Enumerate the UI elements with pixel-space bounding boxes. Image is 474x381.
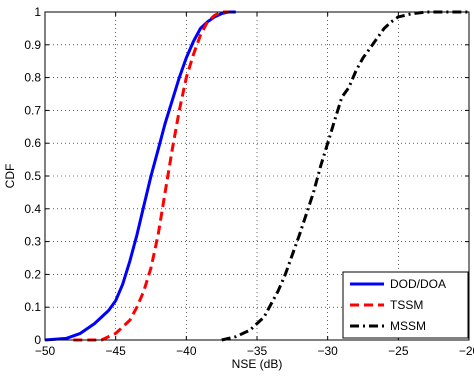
y-tick-label: 0.7 — [24, 103, 41, 117]
x-tick-label: −35 — [247, 344, 268, 358]
y-tick-label: 0.2 — [24, 267, 41, 281]
x-tick-label: −30 — [317, 344, 338, 358]
series-line-mssm — [221, 10, 469, 342]
legend-label-tssm: TSSM — [390, 298, 423, 312]
x-axis-label: NSE (dB) — [232, 357, 283, 371]
series-line-dod-doa — [44, 10, 236, 342]
y-axis-label: CDF — [3, 164, 17, 189]
y-tick-label: 0.4 — [24, 202, 41, 216]
series-line-tssm — [73, 10, 229, 342]
x-tick-label: −50 — [35, 344, 56, 358]
x-tick-label: −45 — [105, 344, 126, 358]
y-tick-label: 0.9 — [24, 38, 41, 52]
axis-ticks: −50 −45 −40 −35 −30 −25 −20 0 0.1 0.2 0.3 0.4 0.5 0.6… — [24, 5, 474, 358]
y-tick-label: 1 — [34, 5, 41, 19]
x-tick-label: −25 — [388, 344, 409, 358]
y-tick-label: 0.1 — [24, 300, 41, 314]
y-tick-label: 0.5 — [24, 169, 41, 183]
y-tick-label: 0.6 — [24, 136, 41, 150]
legend-label-dod-doa: DOD/DOA — [390, 277, 446, 291]
x-tick-label: −20 — [459, 344, 474, 358]
series-lines — [44, 10, 469, 342]
y-tick-label: 0 — [34, 333, 41, 347]
grid-lines — [45, 12, 469, 340]
y-tick-label: 0.3 — [24, 235, 41, 249]
legend: DOD/DOA TSSM MSSM — [342, 271, 469, 339]
y-tick-label: 0.8 — [24, 71, 41, 85]
x-tick-label: −40 — [176, 344, 197, 358]
legend-label-mssm: MSSM — [390, 319, 426, 333]
